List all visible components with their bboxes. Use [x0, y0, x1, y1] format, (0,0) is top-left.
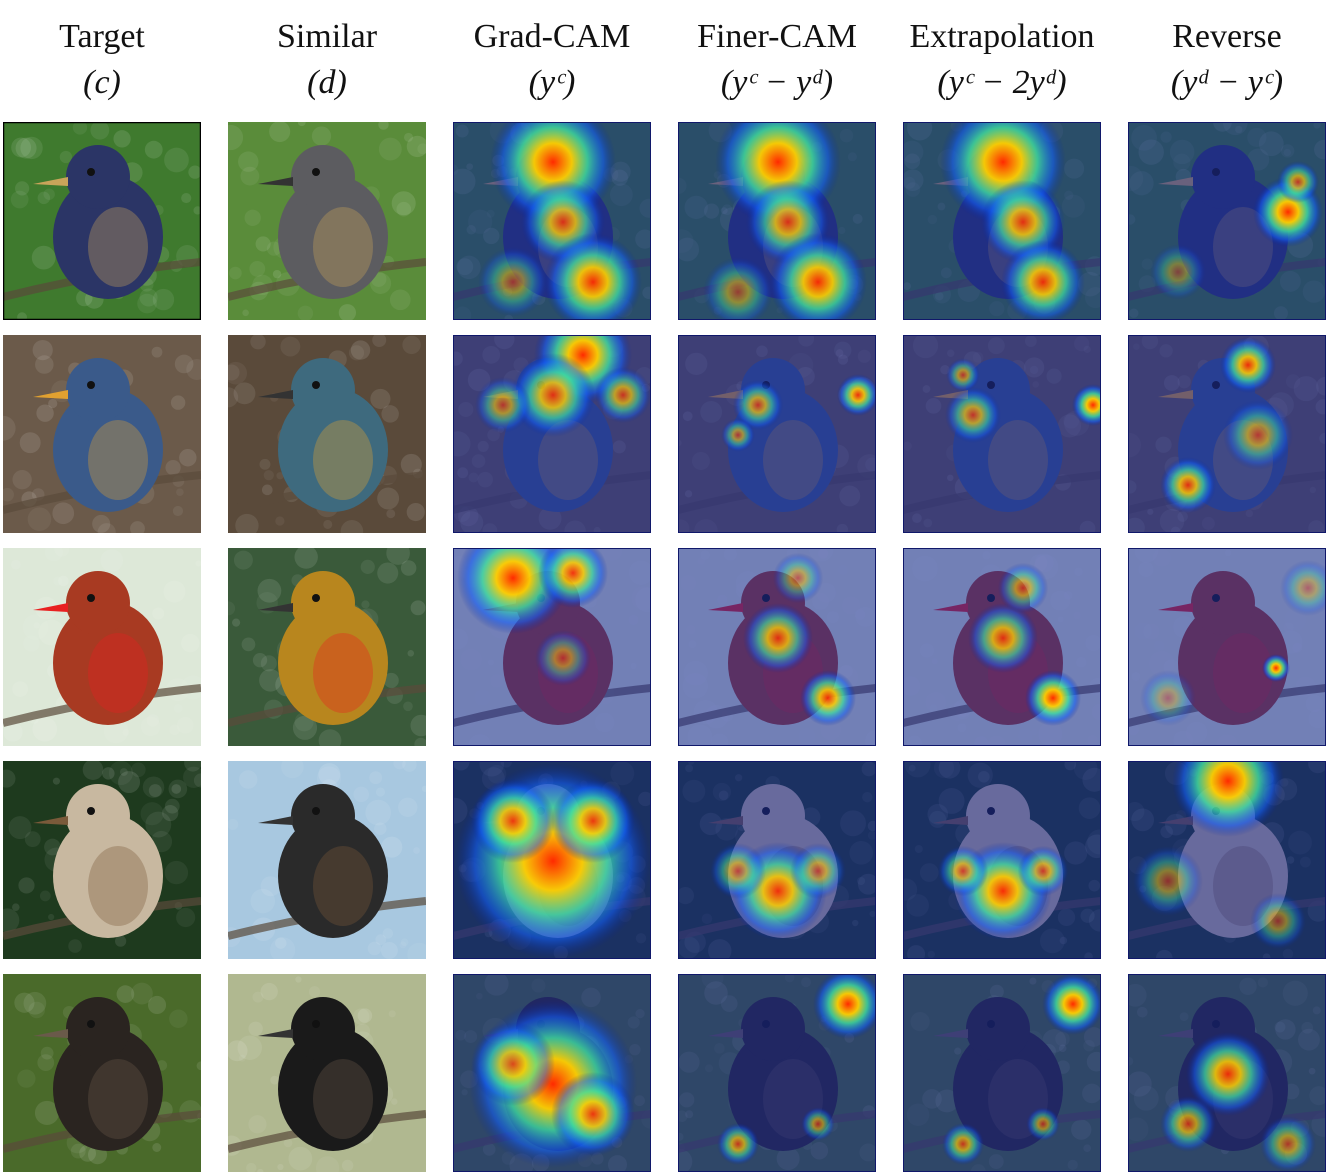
similar-image: [228, 761, 426, 959]
col-header-gradcam: Grad-CAM (yᶜ): [442, 14, 662, 106]
column-headers: Target (c) Similar (d) Grad-CAM (yᶜ) Fin…: [0, 14, 1332, 114]
reverse-map: [1128, 122, 1326, 320]
col-formula: (yᶜ): [528, 64, 576, 101]
col-formula: (yᶜ − 2yᵈ): [937, 64, 1067, 101]
gradcam-map: [453, 548, 651, 746]
extrapolation-map: [903, 335, 1101, 533]
col-title: Grad-CAM: [473, 18, 631, 55]
target-image: [3, 974, 201, 1172]
target-image: [3, 761, 201, 959]
finercam-map: [678, 548, 876, 746]
reverse-map: [1128, 761, 1326, 959]
similar-image: [228, 548, 426, 746]
target-image: [3, 548, 201, 746]
reverse-map: [1128, 335, 1326, 533]
target-image: [3, 122, 201, 320]
col-header-target: Target (c): [0, 14, 212, 106]
col-title: Finer-CAM: [697, 18, 857, 55]
col-formula: (d): [307, 64, 347, 101]
similar-image: [228, 974, 426, 1172]
col-header-finercam: Finer-CAM (yᶜ − yᵈ): [667, 14, 887, 106]
col-header-reverse: Reverse (yᵈ − yᶜ): [1117, 14, 1332, 106]
extrapolation-map: [903, 548, 1101, 746]
col-title: Target: [59, 18, 145, 55]
target-image: [3, 335, 201, 533]
extrapolation-map: [903, 122, 1101, 320]
similar-image: [228, 335, 426, 533]
col-title: Reverse: [1172, 18, 1282, 55]
col-title: Similar: [276, 18, 378, 55]
finercam-map: [678, 761, 876, 959]
reverse-map: [1128, 548, 1326, 746]
reverse-map: [1128, 974, 1326, 1172]
finercam-map: [678, 335, 876, 533]
gradcam-map: [453, 761, 651, 959]
finercam-map: [678, 974, 876, 1172]
extrapolation-map: [903, 761, 1101, 959]
similar-image: [228, 122, 426, 320]
gradcam-map: [453, 974, 651, 1172]
col-header-similar: Similar (d): [217, 14, 437, 106]
col-title: Extrapolation: [909, 18, 1095, 55]
col-formula: (yᶜ − yᵈ): [720, 64, 834, 101]
col-formula: (yᵈ − yᶜ): [1170, 64, 1284, 101]
gradcam-map: [453, 122, 651, 320]
extrapolation-map: [903, 974, 1101, 1172]
finercam-map: [678, 122, 876, 320]
gradcam-map: [453, 335, 651, 533]
col-header-extrapolation: Extrapolation (yᶜ − 2yᵈ): [892, 14, 1112, 106]
col-formula: (c): [83, 64, 121, 101]
